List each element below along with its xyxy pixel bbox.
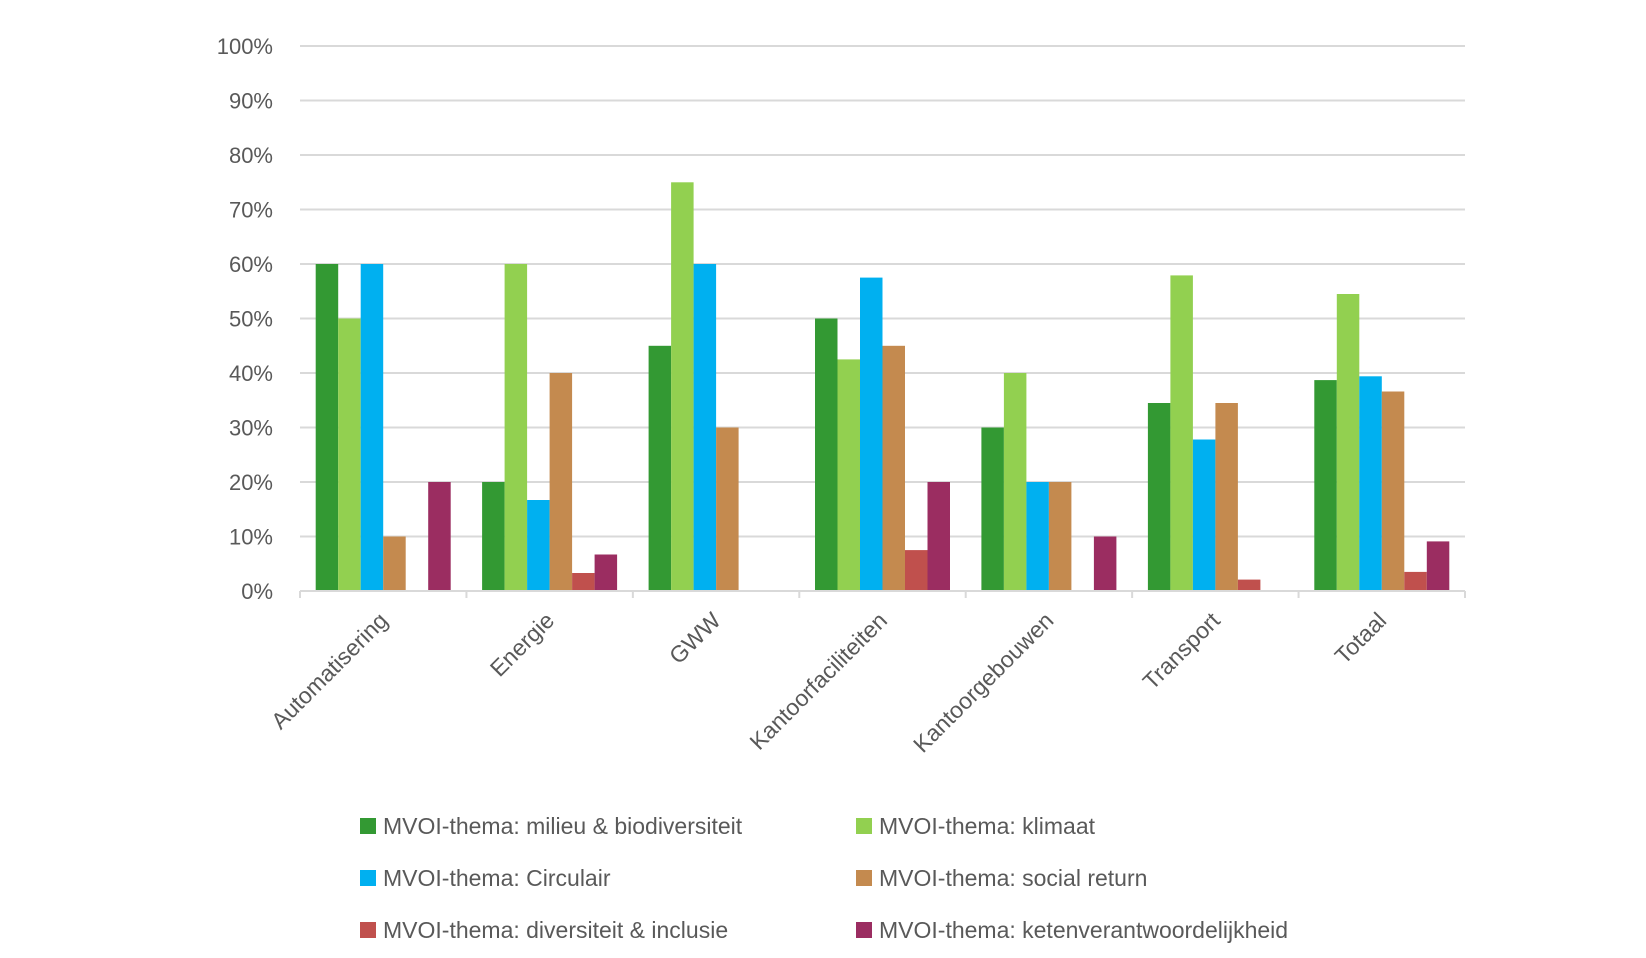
y-tick-label: 40% [229,361,273,386]
y-tick-label: 60% [229,252,273,277]
y-tick-label: 90% [229,89,273,114]
bar [1147,403,1171,591]
bar [1404,571,1427,591]
bar [1336,294,1360,591]
bar [504,264,528,591]
bar [338,318,361,591]
x-tick-label: GWW [664,607,726,669]
bar [527,500,550,591]
legend-label: MVOI-thema: klimaat [879,813,1096,839]
bar [1359,376,1382,591]
bar [360,264,384,591]
legend-item: MVOI-thema: ketenverantwoordelijkheid [856,917,1288,943]
legend-swatch [360,922,376,938]
bar [315,264,339,591]
bar [671,182,694,592]
bar [927,482,950,591]
bar [648,345,672,592]
bar [428,482,451,591]
bar [1003,373,1027,591]
bar [1215,403,1238,591]
y-tick-label: 100% [217,34,273,59]
legend-swatch [360,870,376,886]
bar [815,318,838,591]
x-axis-category-labels: Automatisering Energie GWW Kantoorfacilitei… [266,607,1391,758]
legend-swatch [856,870,872,886]
legend-label: MVOI-thema: diversiteit & inclusie [383,917,728,943]
bar [905,550,928,591]
legend-item: MVOI-thema: diversiteit & inclusie [360,917,728,943]
y-tick-label: 10% [229,525,273,550]
x-axis [299,590,1466,598]
bar [1048,482,1072,591]
bar [1192,439,1216,591]
legend-item: MVOI-thema: social return [856,865,1147,891]
legend-label: MVOI-thema: social return [879,865,1147,891]
bar [716,427,739,591]
bar [1426,541,1450,591]
bar [572,573,595,591]
legend-swatch [856,922,872,938]
x-tick-label: Totaal [1330,607,1392,669]
legend-swatch [856,818,872,834]
legend-label: MVOI-thema: ketenverantwoordelijkheid [879,917,1288,943]
y-tick-label: 30% [229,416,273,441]
bars [315,182,1450,592]
legend-item: MVOI-thema: Circulair [360,865,611,891]
legend-item: MVOI-thema: milieu & biodiversiteit [360,813,743,839]
y-tick-label: 80% [229,143,273,168]
x-tick-label: Transport [1138,607,1226,695]
y-axis-tick-labels: 0% 10% 20% 30% 40% 50% 60% 70% 80% 90% 100% [217,34,273,604]
legend-item: MVOI-thema: klimaat [856,813,1096,839]
legend-swatch [360,818,376,834]
bar [860,277,883,591]
y-tick-label: 20% [229,470,273,495]
bar [882,345,905,592]
bar [1381,391,1405,591]
y-tick-label: 0% [241,579,273,604]
bar [1314,380,1337,591]
legend-label: MVOI-thema: Circulair [383,865,611,891]
x-tick-label: Energie [485,607,559,681]
bar [693,264,717,591]
legend-label: MVOI-thema: milieu & biodiversiteit [383,813,743,839]
bar [1026,482,1049,591]
bar [383,536,406,591]
bar [837,359,860,591]
bar [981,427,1004,591]
bar [549,373,573,591]
x-tick-label: Kantoorfaciliteiten [744,607,892,755]
y-tick-label: 70% [229,198,273,223]
x-tick-label: Kantoorgebouwen [908,607,1058,757]
y-tick-label: 50% [229,307,273,332]
bar [1170,275,1193,591]
x-tick-label: Automatisering [266,607,393,734]
bar [1093,536,1117,591]
bar [594,554,618,591]
bar [1237,579,1261,591]
bar [482,482,505,591]
legend: MVOI-thema: milieu & biodiversiteit MVOI-… [360,813,1288,943]
